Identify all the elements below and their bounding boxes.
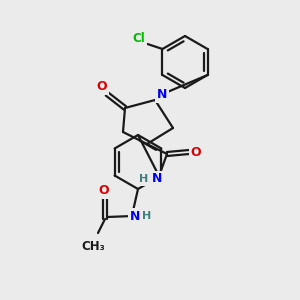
Text: Cl: Cl (132, 32, 145, 44)
Text: O: O (191, 146, 201, 158)
Text: O: O (97, 80, 107, 94)
Text: H: H (142, 211, 152, 221)
Text: N: N (130, 209, 140, 223)
Text: O: O (99, 184, 109, 197)
Text: N: N (157, 88, 167, 101)
Text: N: N (152, 172, 162, 185)
Text: CH₃: CH₃ (81, 239, 105, 253)
Text: H: H (140, 174, 148, 184)
